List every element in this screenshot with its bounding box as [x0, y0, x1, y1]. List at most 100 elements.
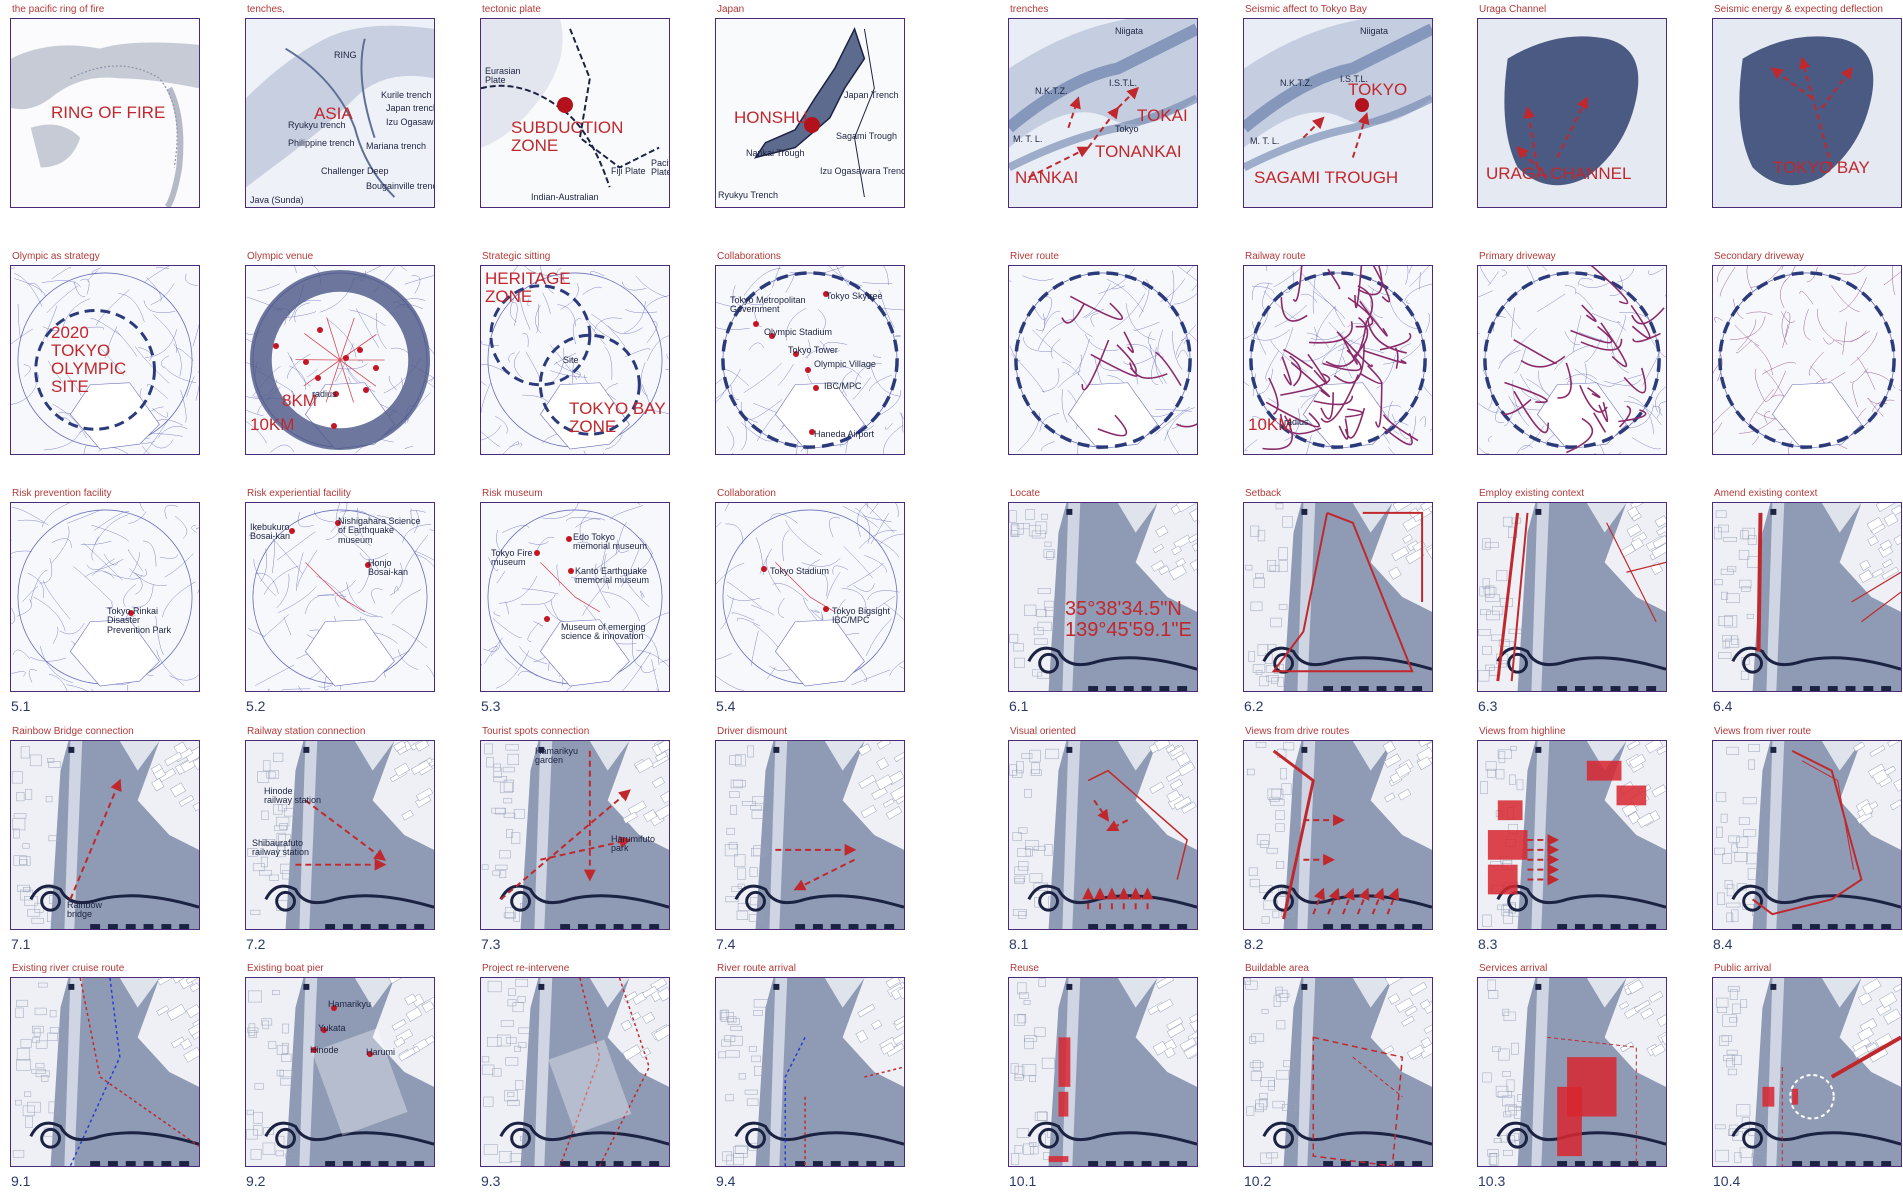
- map-label: Tokyo Tower: [788, 345, 838, 355]
- elevated-road: [1731, 646, 1901, 671]
- landmark-marker: [538, 746, 545, 753]
- north-pier: [354, 741, 395, 771]
- pier-block: [1358, 686, 1369, 691]
- direction-arrow: [1028, 146, 1090, 179]
- map-label: Rainbow bridge: [67, 900, 103, 920]
- building-blocks: [481, 741, 669, 922]
- study-boundary-ring: [1249, 271, 1427, 449]
- cell-caption: Secondary driveway: [1714, 251, 1805, 262]
- cell-caption: Setback: [1245, 488, 1282, 499]
- bay-shore: [1536, 382, 1627, 450]
- pier-block: [179, 1161, 190, 1166]
- map-label: Ikebukuro Bosai-kan: [250, 522, 291, 542]
- direction-arrow: [1523, 106, 1539, 168]
- map-label: Ryukyu Trench: [718, 190, 779, 200]
- amended-route: [1756, 512, 1763, 652]
- step-number: 8.1: [1009, 936, 1029, 952]
- map-panel: RING ASIA Kurile trench Japan trench Izu Oga…: [245, 18, 435, 208]
- step-number: 10.3: [1478, 1173, 1506, 1189]
- north-pier: [824, 978, 865, 1008]
- map-panel: [1008, 977, 1198, 1167]
- map-label: Tokyo Bigsight IBC/MPC: [832, 606, 891, 626]
- direction-arrow: [1087, 106, 1120, 149]
- direction-arrow: [540, 836, 632, 861]
- building-blocks: [1478, 503, 1666, 682]
- pier-block: [360, 924, 371, 929]
- pier-block: [1123, 924, 1134, 929]
- map-label: Kanto Earthquake memorial museum: [575, 566, 650, 586]
- river-route: [1751, 750, 1863, 916]
- map-drawing: [1244, 978, 1432, 1166]
- cell-caption: Railway station connection: [247, 726, 366, 737]
- map-label: Tokyo Stadium: [770, 566, 830, 576]
- elevated-road: [1027, 1121, 1197, 1146]
- pier-block: [595, 924, 606, 929]
- map-panel: [1243, 502, 1433, 692]
- pier-block: [1394, 686, 1405, 691]
- map-drawing: [246, 503, 434, 691]
- map-label: TOKYO BAY ZONE: [569, 399, 666, 436]
- map-drawing: [1713, 266, 1901, 454]
- pier-block: [1574, 1161, 1585, 1166]
- map-panel: Tokyo Rinkai Disaster Prevention Park: [10, 502, 200, 692]
- site-point-marker: [809, 429, 815, 435]
- map-drawing: [481, 503, 669, 691]
- map-label: Fiji Plate: [611, 166, 646, 176]
- building-blocks: [246, 978, 434, 1160]
- cell-caption: Risk museum: [482, 488, 543, 499]
- pier-block: [161, 924, 172, 929]
- map-drawing: [1244, 266, 1432, 454]
- northeast-pier: [842, 978, 904, 1087]
- west-shore: [481, 978, 539, 1166]
- landmark-marker: [1301, 746, 1308, 753]
- waterfront-strip: [299, 741, 318, 929]
- building-blocks: [1247, 741, 1432, 924]
- map-drawing: [716, 503, 904, 691]
- north-pier: [1117, 741, 1158, 771]
- waterfront-strip: [1062, 503, 1081, 691]
- highlight-block: [1616, 785, 1647, 806]
- elevated-road: [1731, 884, 1901, 909]
- map-panel: [715, 977, 905, 1167]
- site-point-marker: [544, 616, 550, 622]
- building-blocks: [1009, 503, 1197, 679]
- map-panel: [1008, 265, 1198, 455]
- landmark-marker: [1770, 508, 1777, 515]
- location-marker: [1355, 98, 1369, 112]
- cell-caption: Seismic energy & expecting deflection: [1714, 4, 1883, 15]
- pier-block: [342, 1161, 353, 1166]
- cell-caption: tenches,: [247, 4, 285, 15]
- map-label: Tokyo Metropolitan Government: [730, 295, 806, 315]
- map-panel: HONSHU Japan Trench Sagami Trough Nankai Tr…: [715, 18, 905, 208]
- site-point-marker: [753, 321, 759, 327]
- step-number: 10.1: [1009, 1173, 1037, 1189]
- pier-block: [1845, 1161, 1856, 1166]
- landmark-marker: [68, 983, 75, 990]
- waterfront-strip: [769, 978, 788, 1166]
- map-drawing: [716, 978, 904, 1166]
- map-label: TOKYO BAY: [1773, 158, 1870, 177]
- location-marker: [557, 97, 573, 113]
- venue-link: [326, 317, 341, 361]
- site-point-marker: [331, 1005, 337, 1011]
- highlight-block: [1487, 864, 1518, 895]
- map-label: 35°38'34.5"N 139°45'59.1"E: [1065, 598, 1192, 641]
- step-number: 9.2: [246, 1173, 266, 1189]
- north-pier: [1117, 503, 1158, 533]
- north-pier: [824, 741, 865, 771]
- north-pier: [589, 741, 630, 771]
- west-shore: [1478, 978, 1536, 1166]
- pier-block: [830, 924, 841, 929]
- site-point-marker: [331, 423, 337, 429]
- map-label: RING OF FIRE: [51, 103, 166, 122]
- map-label: M. T. L.: [1013, 134, 1043, 144]
- step-number: 7.1: [11, 936, 31, 952]
- west-shore: [11, 978, 69, 1166]
- map-drawing: [1009, 978, 1197, 1166]
- map-label: 2020 TOKYO OLYMPIC SITE: [51, 323, 127, 396]
- pier-block: [143, 924, 154, 929]
- site-point-marker: [311, 1047, 317, 1053]
- trench-line: [285, 47, 396, 198]
- map-panel: TOKYO BAY: [1712, 18, 1902, 208]
- loop-ramp: [1507, 1127, 1528, 1149]
